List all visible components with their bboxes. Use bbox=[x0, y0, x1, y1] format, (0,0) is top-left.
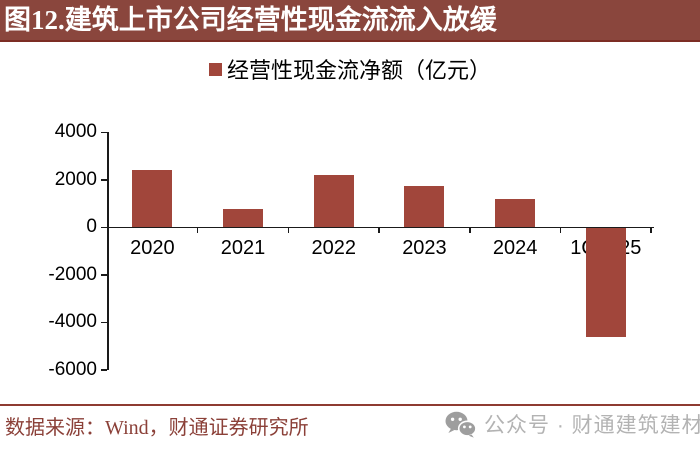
x-axis-label: 2023 bbox=[402, 237, 447, 260]
bar-2020 bbox=[132, 169, 173, 228]
wechat-label: 公众号 · 财通建筑建材 bbox=[484, 414, 700, 437]
y-axis-label: 4000 bbox=[54, 121, 97, 143]
y-axis-label: -6000 bbox=[48, 359, 97, 380]
x-axis-tick bbox=[650, 227, 652, 234]
wechat-branding: 公众号 · 财通建筑建材 bbox=[445, 407, 700, 441]
footer-divider bbox=[0, 404, 700, 406]
bar-2021 bbox=[223, 208, 264, 228]
bar-2022 bbox=[313, 174, 354, 228]
bar-2023 bbox=[404, 185, 445, 228]
y-axis-label: 0 bbox=[86, 216, 97, 238]
y-axis-tick bbox=[101, 321, 107, 324]
x-axis-label: 2022 bbox=[311, 237, 357, 260]
bar-1Q2025 bbox=[585, 228, 626, 338]
legend-swatch-icon bbox=[208, 62, 222, 76]
y-axis-tick bbox=[101, 179, 107, 181]
x-axis-line bbox=[107, 226, 655, 229]
y-axis-tick bbox=[101, 226, 107, 229]
legend-label: 经营性现金流净额（亿元） bbox=[226, 58, 491, 83]
x-axis-tick bbox=[196, 227, 199, 234]
bar-2024 bbox=[495, 198, 536, 228]
y-axis-tick bbox=[101, 131, 107, 134]
x-axis-tick bbox=[559, 227, 562, 234]
y-axis-label: -4000 bbox=[48, 311, 97, 333]
x-axis-tick bbox=[287, 227, 290, 234]
x-axis-label: 2020 bbox=[130, 237, 175, 260]
y-axis-label: -2000 bbox=[48, 263, 97, 285]
x-axis-tick bbox=[378, 227, 380, 234]
y-axis-line bbox=[107, 132, 109, 370]
data-source-text: 数据来源：Wind，财通证券研究所 bbox=[5, 417, 309, 439]
figure-title: 图12.建筑上市公司经营性现金流流入放缓 bbox=[4, 5, 497, 35]
wechat-icon bbox=[445, 411, 476, 438]
y-axis-label: 2000 bbox=[54, 168, 97, 190]
y-axis-tick bbox=[101, 274, 107, 276]
x-axis-label: 2024 bbox=[492, 237, 538, 260]
chart-legend: 经营性现金流净额（亿元） bbox=[0, 54, 700, 84]
title-banner: 图12.建筑上市公司经营性现金流流入放缓 bbox=[0, 0, 700, 42]
y-axis-tick bbox=[101, 369, 107, 371]
x-axis-tick bbox=[469, 227, 471, 234]
x-axis-label: 2021 bbox=[220, 237, 266, 260]
